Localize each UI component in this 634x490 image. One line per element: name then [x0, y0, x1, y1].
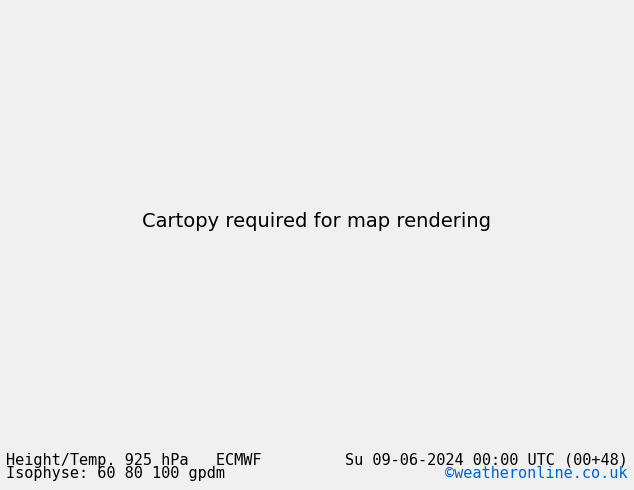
Text: Cartopy required for map rendering: Cartopy required for map rendering	[143, 212, 491, 230]
Text: Isophyse: 60 80 100 gpdm: Isophyse: 60 80 100 gpdm	[6, 466, 225, 481]
Text: ©weatheronline.co.uk: ©weatheronline.co.uk	[445, 466, 628, 481]
Text: Height/Temp. 925 hPa   ECMWF: Height/Temp. 925 hPa ECMWF	[6, 453, 262, 467]
Text: Su 09-06-2024 00:00 UTC (00+48): Su 09-06-2024 00:00 UTC (00+48)	[345, 453, 628, 467]
